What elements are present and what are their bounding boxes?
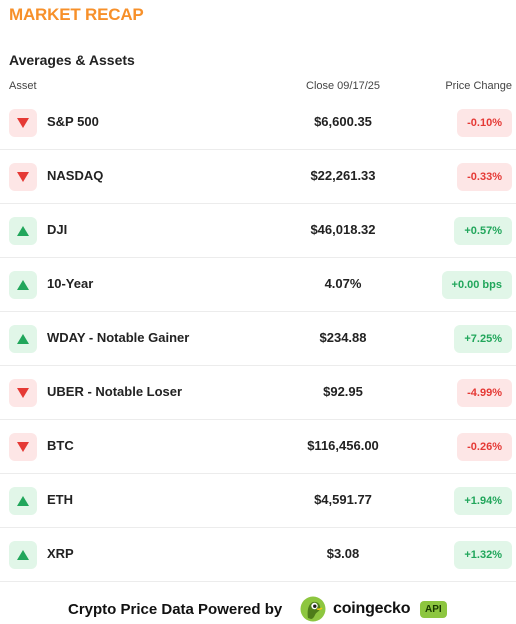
- table-row: DJI $46,018.32 +0.57%: [0, 204, 516, 258]
- column-header-price-change: Price Change: [445, 80, 512, 92]
- powered-by-text: Crypto Price Data Powered by: [68, 601, 283, 618]
- price-change-badge: +0.00 bps: [441, 271, 512, 299]
- price-change-badge: -0.33%: [457, 163, 512, 191]
- table-row: XRP $3.08 +1.32%: [0, 528, 516, 582]
- asset-name: ETH: [47, 492, 73, 507]
- table-row: BTC $116,456.00 -0.26%: [0, 420, 516, 474]
- triangle-down-icon: [9, 379, 37, 407]
- close-value: $4,591.77: [314, 492, 372, 507]
- coingecko-brand-text: coingecko: [333, 600, 411, 617]
- close-value: $234.88: [319, 330, 367, 345]
- asset-name: DJI: [47, 222, 68, 237]
- table-row: UBER - Notable Loser $92.95 -4.99%: [0, 366, 516, 420]
- table-header: Asset Close 09/17/25 Price Change: [0, 80, 516, 94]
- triangle-up-icon: [9, 325, 37, 353]
- table-row: ETH $4,591.77 +1.94%: [0, 474, 516, 528]
- close-value: $3.08: [326, 546, 360, 561]
- triangle-up-icon: [9, 487, 37, 515]
- close-value: $116,456.00: [307, 438, 379, 453]
- triangle-up-icon: [9, 271, 37, 299]
- asset-name: BTC: [47, 438, 74, 453]
- table-row: NASDAQ $22,261.33 -0.33%: [0, 150, 516, 204]
- asset-name: UBER - Notable Loser: [47, 384, 183, 399]
- assets-table: S&P 500 $6,600.35 -0.10% NASDAQ $22,261.33 -0…: [0, 96, 516, 582]
- footer: Crypto Price Data Powered by coingecko A…: [0, 594, 516, 624]
- asset-name: XRP: [47, 546, 74, 561]
- triangle-down-icon: [9, 109, 37, 137]
- asset-name: 10-Year: [47, 276, 94, 291]
- coingecko-gecko-icon: [300, 596, 326, 622]
- column-header-close: Close 09/17/25: [306, 80, 380, 92]
- table-row: WDAY - Notable Gainer $234.88 +7.25%: [0, 312, 516, 366]
- price-change-badge: -0.26%: [457, 433, 512, 461]
- asset-name: S&P 500: [47, 114, 99, 129]
- close-value: $92.95: [323, 384, 363, 399]
- price-change-badge: +1.94%: [454, 487, 512, 515]
- close-value: $6,600.35: [314, 114, 372, 129]
- triangle-down-icon: [9, 163, 37, 191]
- close-value: 4.07%: [324, 276, 362, 291]
- price-change-badge: +0.57%: [454, 217, 512, 245]
- price-change-badge: -0.10%: [457, 109, 512, 137]
- asset-name: NASDAQ: [47, 168, 104, 183]
- asset-name: WDAY - Notable Gainer: [47, 330, 190, 345]
- price-change-badge: +1.32%: [454, 541, 512, 569]
- table-row: 10-Year 4.07% +0.00 bps: [0, 258, 516, 312]
- section-title: Averages & Assets: [9, 52, 135, 68]
- column-header-asset: Asset: [9, 80, 37, 92]
- table-row: S&P 500 $6,600.35 -0.10%: [0, 96, 516, 150]
- triangle-up-icon: [9, 217, 37, 245]
- price-change-badge: -4.99%: [457, 379, 512, 407]
- close-value: $22,261.33: [310, 168, 376, 183]
- api-badge: API: [420, 601, 447, 618]
- triangle-down-icon: [9, 433, 37, 461]
- price-change-badge: +7.25%: [454, 325, 512, 353]
- page-title: MARKET RECAP: [9, 5, 144, 24]
- close-value: $46,018.32: [310, 222, 376, 237]
- triangle-up-icon: [9, 541, 37, 569]
